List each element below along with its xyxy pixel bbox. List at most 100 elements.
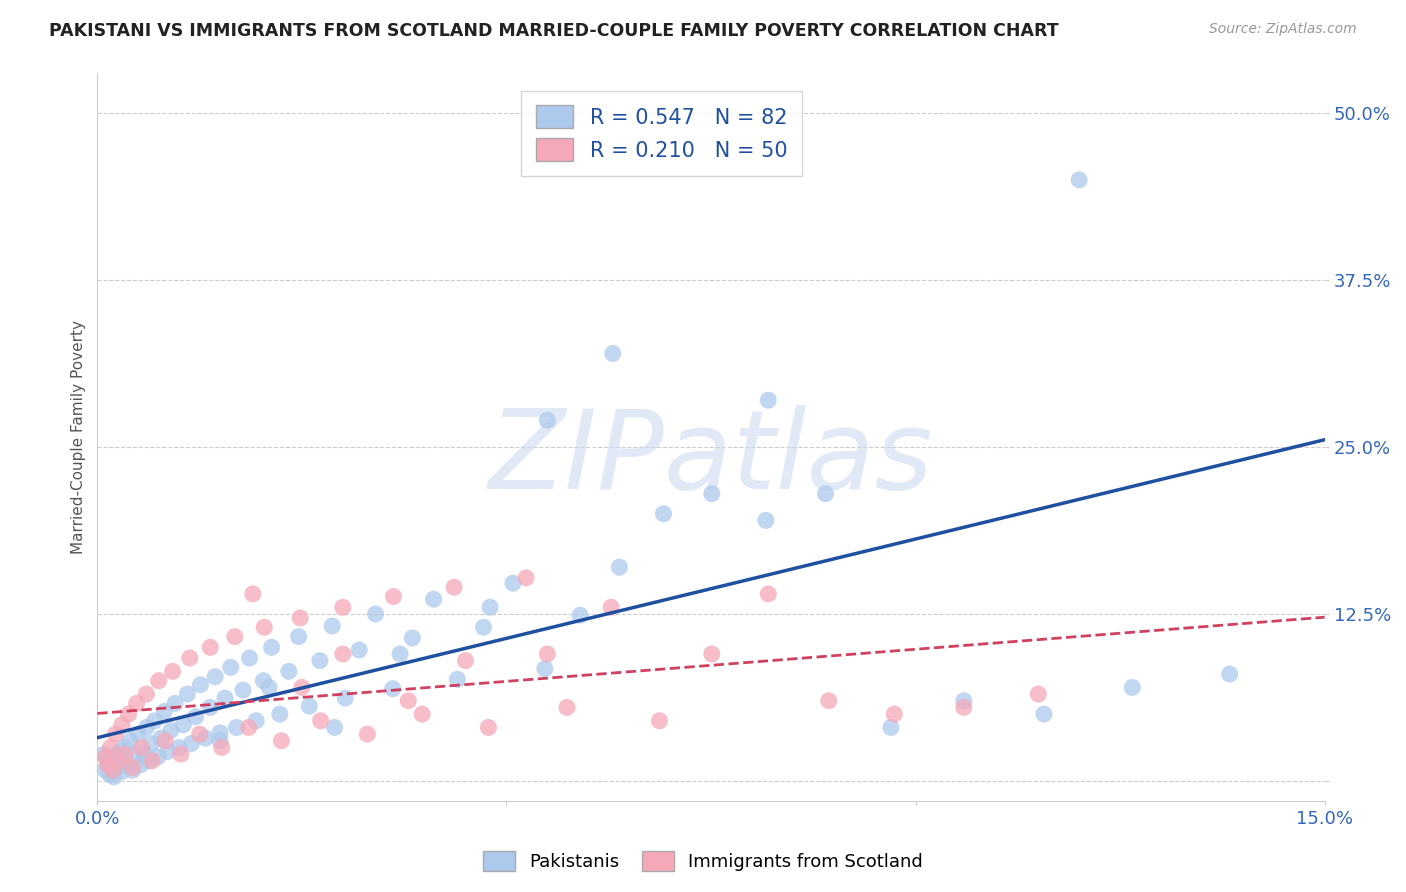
- Point: [323, 721, 346, 735]
- Point: [94, 749, 117, 764]
- Point: [290, 611, 312, 625]
- Point: [98, 767, 121, 781]
- Point: [389, 647, 412, 661]
- Point: [93, 747, 115, 761]
- Point: [224, 630, 246, 644]
- Point: [132, 744, 155, 758]
- Point: [101, 754, 124, 768]
- Point: [179, 651, 201, 665]
- Point: [252, 673, 274, 688]
- Point: [180, 736, 202, 750]
- Point: [260, 640, 283, 655]
- Point: [200, 700, 222, 714]
- Point: [138, 754, 160, 768]
- Point: [602, 346, 624, 360]
- Point: [477, 721, 499, 735]
- Point: [287, 630, 309, 644]
- Point: [479, 600, 502, 615]
- Point: [270, 734, 292, 748]
- Point: [209, 726, 232, 740]
- Point: [321, 619, 343, 633]
- Point: [607, 560, 630, 574]
- Point: [232, 683, 254, 698]
- Point: [176, 687, 198, 701]
- Point: [135, 721, 157, 735]
- Point: [269, 707, 291, 722]
- Point: [555, 700, 578, 714]
- Point: [114, 747, 136, 761]
- Point: [883, 707, 905, 722]
- Point: [141, 754, 163, 768]
- Point: [121, 760, 143, 774]
- Point: [111, 718, 134, 732]
- Point: [97, 757, 120, 772]
- Point: [156, 744, 179, 758]
- Point: [534, 662, 557, 676]
- Point: [214, 691, 236, 706]
- Point: [238, 651, 260, 665]
- Point: [652, 507, 675, 521]
- Point: [422, 592, 444, 607]
- Point: [117, 707, 139, 722]
- Point: [160, 723, 183, 738]
- Legend: Pakistanis, Immigrants from Scotland: Pakistanis, Immigrants from Scotland: [475, 844, 931, 879]
- Point: [104, 749, 127, 764]
- Y-axis label: Married-Couple Family Poverty: Married-Couple Family Poverty: [72, 320, 86, 554]
- Point: [167, 740, 190, 755]
- Point: [880, 721, 903, 735]
- Point: [104, 727, 127, 741]
- Point: [245, 714, 267, 728]
- Point: [700, 486, 723, 500]
- Point: [194, 731, 217, 746]
- Point: [124, 749, 146, 764]
- Point: [100, 740, 122, 755]
- Point: [332, 647, 354, 661]
- Point: [170, 747, 193, 761]
- Legend: R = 0.547   N = 82, R = 0.210   N = 50: R = 0.547 N = 82, R = 0.210 N = 50: [522, 91, 803, 176]
- Point: [190, 678, 212, 692]
- Point: [335, 691, 357, 706]
- Point: [172, 718, 194, 732]
- Point: [446, 673, 468, 687]
- Point: [107, 760, 129, 774]
- Point: [135, 687, 157, 701]
- Point: [211, 740, 233, 755]
- Point: [569, 608, 592, 623]
- Point: [814, 486, 837, 500]
- Point: [454, 654, 477, 668]
- Point: [131, 740, 153, 755]
- Point: [1069, 173, 1091, 187]
- Point: [219, 660, 242, 674]
- Point: [600, 600, 623, 615]
- Point: [952, 700, 974, 714]
- Point: [121, 763, 143, 777]
- Point: [1026, 687, 1049, 701]
- Point: [472, 620, 495, 634]
- Point: [700, 647, 723, 661]
- Point: [238, 721, 260, 735]
- Point: [146, 749, 169, 764]
- Point: [536, 647, 558, 661]
- Point: [291, 681, 314, 695]
- Point: [184, 710, 207, 724]
- Point: [188, 727, 211, 741]
- Point: [756, 587, 779, 601]
- Point: [253, 620, 276, 634]
- Point: [257, 681, 280, 695]
- Point: [756, 393, 779, 408]
- Point: [103, 770, 125, 784]
- Point: [1033, 707, 1056, 722]
- Point: [225, 721, 247, 735]
- Point: [952, 694, 974, 708]
- Point: [112, 740, 135, 755]
- Point: [127, 727, 149, 741]
- Point: [401, 631, 423, 645]
- Point: [1121, 681, 1143, 695]
- Point: [115, 756, 138, 771]
- Point: [94, 763, 117, 777]
- Point: [347, 643, 370, 657]
- Point: [356, 727, 378, 741]
- Text: Source: ZipAtlas.com: Source: ZipAtlas.com: [1209, 22, 1357, 37]
- Point: [107, 754, 129, 768]
- Point: [96, 757, 118, 772]
